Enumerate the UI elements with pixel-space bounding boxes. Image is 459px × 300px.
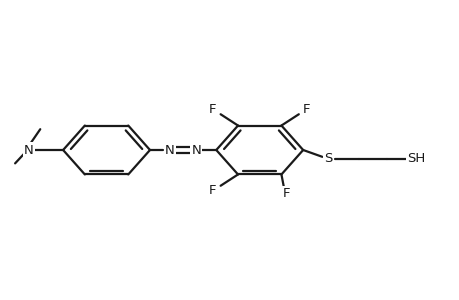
Text: F: F <box>209 103 216 116</box>
Text: SH: SH <box>407 152 425 165</box>
Text: N: N <box>24 143 34 157</box>
Text: F: F <box>302 103 310 116</box>
Text: F: F <box>282 187 289 200</box>
Text: N: N <box>191 143 201 157</box>
Text: F: F <box>209 184 216 197</box>
Text: S: S <box>324 152 332 165</box>
Text: N: N <box>165 143 174 157</box>
